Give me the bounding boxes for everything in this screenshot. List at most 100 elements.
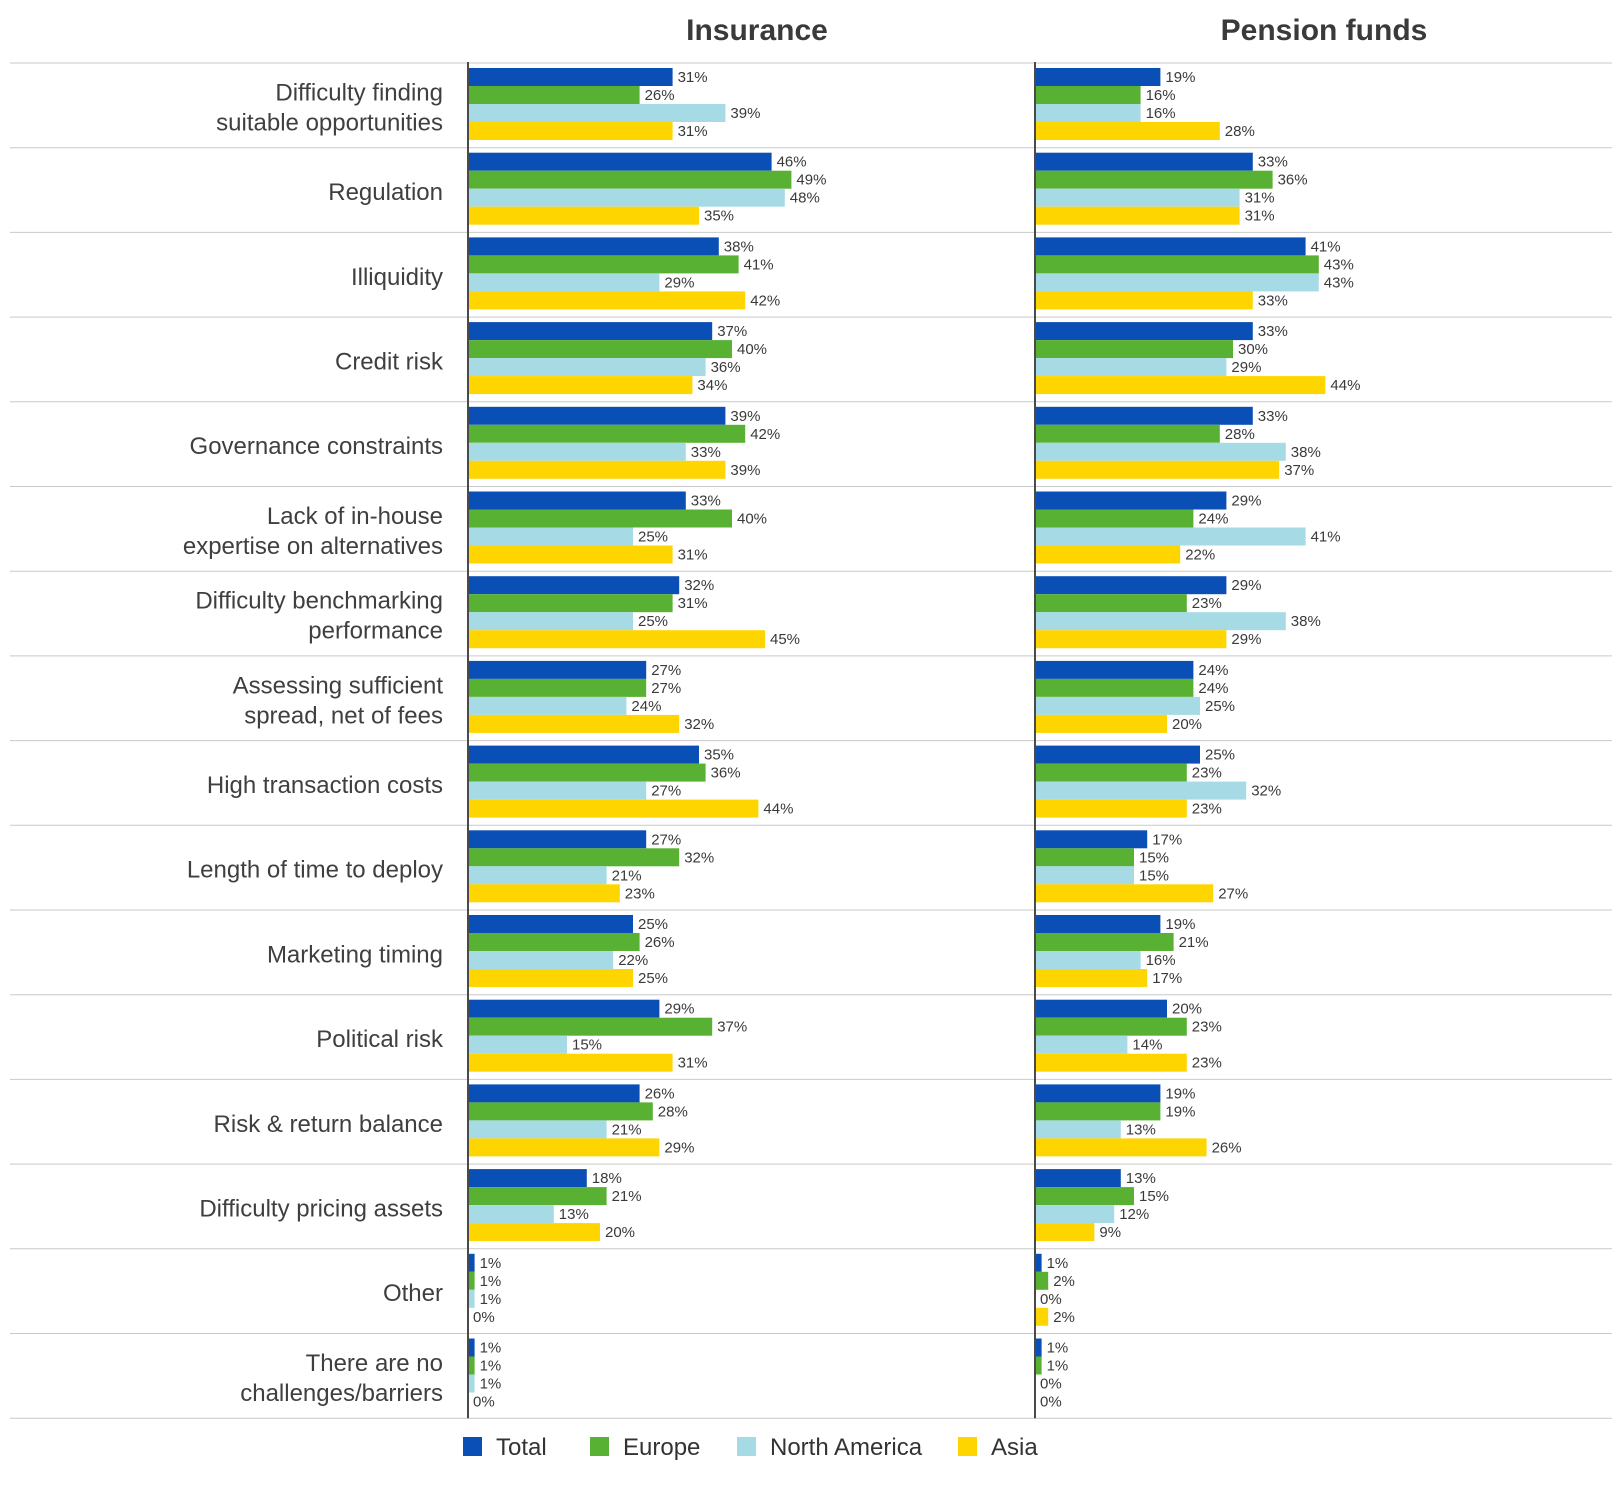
data-label-insurance-asia: 44%: [763, 801, 793, 818]
bar-pension-funds-difficulty-finding-suitable-opportunities-europe: [1035, 86, 1141, 104]
bar-insurance-length-of-time-to-deploy-north-america: [468, 866, 607, 885]
data-label-pension-funds-europe: 30%: [1238, 341, 1268, 358]
bar-insurance-lack-of-in-house-expertise-on-alternatives-asia: [468, 545, 673, 564]
bar-insurance-illiquidity-total: [468, 237, 719, 256]
legend-swatch-north-america: [737, 1437, 756, 1456]
bar-insurance-difficulty-finding-suitable-opportunities-europe: [468, 86, 640, 104]
bar-insurance-political-risk-north-america: [468, 1035, 567, 1054]
category-label-difficulty-finding-suitable-opportunities: Difficulty finding suitable opportunities: [216, 79, 443, 136]
data-label-insurance-asia: 32%: [684, 716, 714, 733]
data-label-pension-funds-europe: 23%: [1192, 595, 1222, 612]
data-label-pension-funds-asia: 22%: [1185, 547, 1215, 564]
bar-insurance-credit-risk-total: [468, 322, 713, 341]
bar-insurance-regulation-europe: [468, 170, 792, 189]
data-label-insurance-total: 37%: [717, 323, 747, 340]
data-label-pension-funds-total: 13%: [1126, 1170, 1156, 1187]
bar-pension-funds-length-of-time-to-deploy-total: [1035, 830, 1148, 849]
bar-pension-funds-marketing-timing-total: [1035, 915, 1161, 933]
bar-pension-funds-political-risk-north-america: [1035, 1035, 1128, 1054]
data-label-insurance-asia: 31%: [678, 1055, 708, 1072]
data-label-insurance-total: 27%: [651, 831, 681, 848]
data-label-insurance-asia: 25%: [638, 970, 668, 987]
bar-insurance-risk-return-balance-total: [468, 1084, 640, 1103]
data-label-pension-funds-north-america: 38%: [1291, 613, 1321, 630]
bar-pension-funds-illiquidity-total: [1035, 237, 1306, 256]
data-label-pension-funds-asia: 9%: [1099, 1224, 1121, 1241]
category-label-length-of-time-to-deploy: Length of time to deploy: [187, 857, 443, 884]
data-label-insurance-north-america: 24%: [631, 698, 661, 715]
bar-pension-funds-difficulty-benchmarking-performance-asia: [1035, 630, 1227, 649]
bar-insurance-other-total: [468, 1253, 475, 1272]
bar-pension-funds-regulation-total: [1035, 152, 1253, 171]
category-label-line: suitable opportunities: [216, 109, 443, 136]
bar-pension-funds-risk-return-balance-asia: [1035, 1138, 1207, 1157]
data-label-pension-funds-total: 19%: [1165, 1085, 1195, 1102]
bar-insurance-other-europe: [468, 1271, 475, 1290]
bar-pension-funds-governance-constraints-asia: [1035, 460, 1280, 479]
bar-insurance-difficulty-finding-suitable-opportunities-total: [468, 68, 673, 86]
bar-insurance-difficulty-pricing-assets-asia: [468, 1223, 600, 1242]
bar-pension-funds-illiquidity-north-america: [1035, 273, 1319, 292]
bar-pension-funds-difficulty-pricing-assets-europe: [1035, 1187, 1134, 1206]
data-label-pension-funds-north-america: 43%: [1324, 274, 1354, 291]
category-label-governance-constraints: Governance constraints: [190, 433, 443, 460]
bar-insurance-length-of-time-to-deploy-asia: [468, 884, 620, 903]
bar-insurance-difficulty-pricing-assets-europe: [468, 1187, 607, 1206]
data-label-insurance-north-america: 36%: [711, 359, 741, 376]
category-label-line: There are no: [306, 1350, 443, 1377]
category-label-line: expertise on alternatives: [183, 533, 443, 560]
bar-insurance-risk-return-balance-north-america: [468, 1120, 607, 1139]
panel-title-pension-funds: Pension funds: [1221, 14, 1428, 47]
category-label-line: Difficulty pricing assets: [199, 1195, 443, 1222]
data-label-pension-funds-asia: 27%: [1218, 885, 1248, 902]
bar-pension-funds-regulation-north-america: [1035, 188, 1240, 207]
legend-swatch-europe: [590, 1437, 609, 1456]
bar-insurance-lack-of-in-house-expertise-on-alternatives-total: [468, 491, 686, 510]
bar-insurance-political-risk-total: [468, 999, 660, 1018]
data-label-pension-funds-north-america: 14%: [1132, 1037, 1162, 1054]
bar-pension-funds-risk-return-balance-north-america: [1035, 1120, 1121, 1139]
category-label-line: challenges/barriers: [240, 1380, 443, 1407]
bar-insurance-difficulty-finding-suitable-opportunities-north-america: [468, 104, 726, 122]
data-label-insurance-north-america: 25%: [638, 529, 668, 546]
data-label-pension-funds-north-america: 0%: [1040, 1291, 1062, 1308]
bar-insurance-lack-of-in-house-expertise-on-alternatives-europe: [468, 509, 732, 528]
category-label-line: High transaction costs: [207, 772, 443, 799]
bar-insurance-credit-risk-asia: [468, 376, 693, 395]
category-label-credit-risk: Credit risk: [335, 348, 444, 375]
data-label-pension-funds-north-america: 12%: [1119, 1206, 1149, 1223]
bar-pension-funds-there-are-no-challenges-barriers-total: [1035, 1338, 1042, 1357]
bar-insurance-marketing-timing-north-america: [468, 951, 614, 969]
category-label-line: Illiquidity: [351, 264, 443, 291]
category-label-line: Difficulty finding: [275, 79, 443, 106]
bar-insurance-high-transaction-costs-asia: [468, 799, 759, 818]
category-label-line: Marketing timing: [267, 941, 443, 968]
bar-pension-funds-lack-of-in-house-expertise-on-alternatives-north-america: [1035, 527, 1306, 546]
data-label-pension-funds-asia: 33%: [1258, 292, 1288, 309]
data-label-insurance-total: 35%: [704, 747, 734, 764]
bar-pension-funds-high-transaction-costs-asia: [1035, 799, 1187, 818]
data-label-pension-funds-asia: 26%: [1212, 1139, 1242, 1156]
bar-insurance-illiquidity-north-america: [468, 273, 660, 292]
data-label-pension-funds-total: 29%: [1231, 577, 1261, 594]
bar-insurance-political-risk-europe: [468, 1017, 713, 1036]
bar-pension-funds-credit-risk-asia: [1035, 376, 1326, 395]
bar-insurance-assessing-sufficient-spread-net-of-fees-north-america: [468, 696, 627, 715]
data-label-pension-funds-asia: 17%: [1152, 970, 1182, 987]
bar-pension-funds-there-are-no-challenges-barriers-europe: [1035, 1356, 1042, 1375]
bar-pension-funds-difficulty-pricing-assets-asia: [1035, 1223, 1095, 1242]
bar-insurance-governance-constraints-asia: [468, 460, 726, 479]
category-label-high-transaction-costs: High transaction costs: [207, 772, 443, 799]
data-label-pension-funds-europe: 23%: [1192, 765, 1222, 782]
bar-pension-funds-difficulty-finding-suitable-opportunities-asia: [1035, 122, 1220, 140]
data-label-pension-funds-asia: 29%: [1231, 631, 1261, 648]
data-label-insurance-europe: 37%: [717, 1019, 747, 1036]
data-label-insurance-north-america: 48%: [790, 190, 820, 207]
bar-pension-funds-difficulty-finding-suitable-opportunities-total: [1035, 68, 1161, 86]
data-label-pension-funds-total: 19%: [1165, 69, 1195, 86]
data-label-insurance-north-america: 13%: [559, 1206, 589, 1223]
data-label-pension-funds-europe: 16%: [1146, 87, 1176, 104]
category-label-risk-return-balance: Risk & return balance: [214, 1111, 443, 1138]
data-label-insurance-north-america: 27%: [651, 783, 681, 800]
data-label-insurance-europe: 1%: [480, 1273, 502, 1290]
